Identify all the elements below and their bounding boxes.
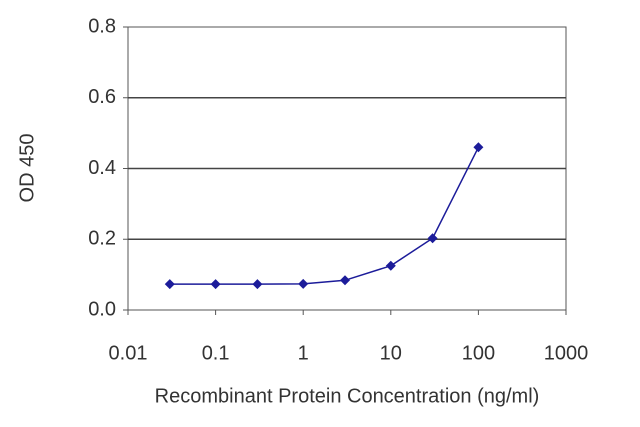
x-tick-label: 1000 <box>544 342 589 364</box>
y-tick-label: 0.0 <box>88 298 116 320</box>
y-axis-label: OD 450 <box>16 134 38 203</box>
data-point <box>339 275 350 286</box>
data-point <box>252 279 263 290</box>
x-tick-label: 1 <box>298 342 309 364</box>
x-tick-label: 10 <box>380 342 402 364</box>
data-point <box>210 279 221 290</box>
data-line <box>169 146 480 285</box>
x-tick-label: 0.1 <box>202 342 230 364</box>
x-tick-label: 0.01 <box>109 342 148 364</box>
data-point <box>427 233 438 244</box>
x-axis-label: Recombinant Protein Concentration (ng/ml… <box>155 385 540 407</box>
data-point <box>385 260 396 271</box>
x-tick-label: 100 <box>462 342 495 364</box>
y-tick-label: 0.8 <box>88 15 116 37</box>
data-point <box>164 279 175 290</box>
data-point <box>298 278 309 289</box>
y-tick-label: 0.6 <box>88 86 116 108</box>
data-point <box>473 142 484 153</box>
y-tick-label: 0.2 <box>88 228 116 250</box>
y-tick-label: 0.4 <box>88 157 116 179</box>
